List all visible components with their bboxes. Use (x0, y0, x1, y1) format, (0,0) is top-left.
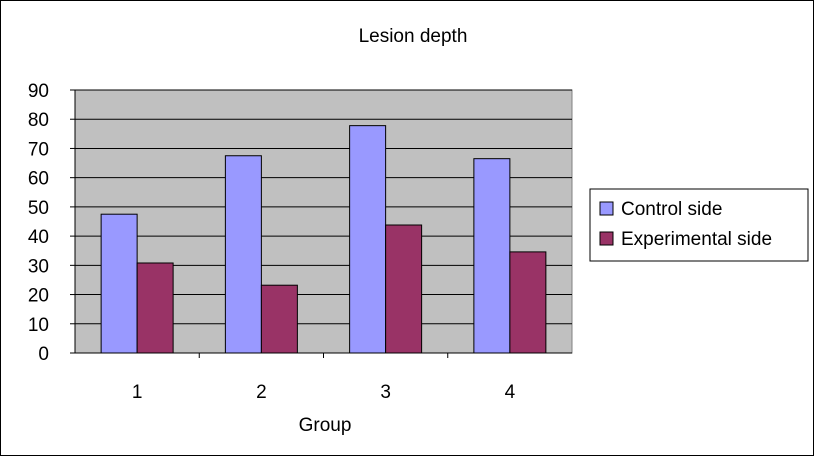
x-tick-label: 3 (380, 382, 391, 403)
chart-title: Lesion depth (359, 26, 468, 47)
y-tick-label: 10 (28, 315, 49, 336)
x-tick-label: 1 (132, 382, 143, 403)
bar-experimental-side-group-3 (385, 224, 423, 354)
bar-experimental-side-group-2 (260, 284, 298, 354)
bar-experimental-side-group-1 (136, 262, 174, 354)
legend-label: Control side (621, 199, 722, 220)
bar-control-side-group-1 (100, 213, 138, 354)
bar-control-side-group-4 (473, 158, 511, 354)
bar-control-side-group-3 (349, 125, 387, 354)
legend: Control side Experimental side (589, 188, 809, 262)
x-tick-label: 2 (256, 382, 267, 403)
y-tick-label: 20 (28, 286, 49, 307)
y-tick-label: 0 (38, 344, 49, 365)
legend-label: Experimental side (621, 229, 772, 250)
bar-control-side-group-2 (224, 155, 262, 354)
y-tick-label: 30 (28, 256, 49, 277)
x-axis-title: Group (299, 415, 352, 436)
legend-box (589, 188, 809, 262)
legend-swatch (599, 201, 614, 216)
y-tick-label: 90 (28, 81, 49, 102)
y-tick-label: 50 (28, 198, 49, 219)
y-tick-label: 60 (28, 169, 49, 190)
bar-experimental-side-group-4 (509, 251, 547, 354)
plot-area: 0 10 20 30 40 50 60 70 80 90 1 2 3 4 (28, 81, 573, 403)
y-tick-label: 80 (28, 110, 49, 131)
legend-swatch (599, 231, 614, 246)
y-tick-label: 40 (28, 227, 49, 248)
y-tick-label: 70 (28, 139, 49, 160)
x-tick-label: 4 (505, 382, 516, 403)
